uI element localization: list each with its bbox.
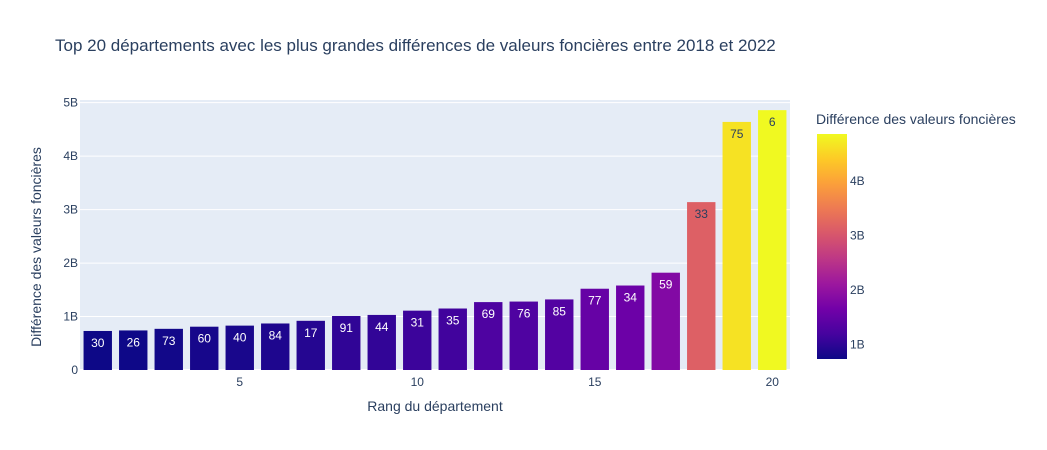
bar[interactable] [722,121,751,370]
bar-label: 85 [553,304,567,318]
bar[interactable] [403,310,432,370]
bar-label: 6 [769,115,776,129]
bar[interactable] [651,272,680,370]
y-axis-title: Différence des valeurs foncières [28,147,44,347]
y-tick-label: 5B [63,96,78,110]
bar[interactable] [190,326,219,370]
bar-label: 59 [659,278,673,292]
bar-label: 77 [588,294,602,308]
colorbar [817,134,847,359]
bar-label: 35 [446,314,460,328]
bar[interactable] [545,299,574,370]
bar[interactable] [154,328,183,370]
bar-label: 31 [411,316,425,330]
bar[interactable] [616,285,645,370]
bar[interactable] [509,301,538,370]
colorbar-tick-label: 2B [850,283,865,297]
colorbar-tick-label: 3B [850,228,865,242]
y-axis-ticks: 0 1B 2B 3B 4B 5B [63,96,78,377]
bar[interactable] [367,314,396,370]
y-tick-label: 1B [63,310,78,324]
bar-label: 33 [695,207,709,221]
bar-label: 34 [624,291,638,305]
plot-area [80,100,790,370]
y-tick-label: 0 [71,363,78,377]
y-tick-label: 3B [63,203,78,217]
colorbar-tick-label: 1B [850,337,865,351]
x-tick-label: 10 [411,375,425,389]
bar[interactable] [474,302,503,370]
x-tick-label: 5 [236,375,243,389]
bar-label: 76 [517,307,531,321]
x-tick-label: 20 [766,375,780,389]
bar[interactable] [83,330,112,370]
colorbar-title: Différence des valeurs foncières [816,111,1016,127]
chart-title: Top 20 départements avec les plus grande… [55,36,776,55]
bar[interactable] [438,308,467,370]
bar-label: 60 [198,332,212,346]
bar[interactable] [758,110,787,370]
colorbar-ticks: 1B 2B 3B 4B [850,174,865,351]
bar-label: 73 [162,334,176,348]
bar-labels: 30 26 73 60 40 84 17 91 44 31 35 69 76 85 77 34 59 33 75 6 [91,115,776,350]
y-tick-label: 4B [63,149,78,163]
bar-label: 91 [340,321,354,335]
y-tick-label: 2B [63,256,78,270]
bar-label: 26 [127,335,141,349]
bar[interactable] [687,202,716,370]
colorbar-tick-label: 4B [850,174,865,188]
bar[interactable] [296,320,325,370]
bar-label: 69 [482,307,496,321]
bar-label: 75 [730,127,744,141]
bar[interactable] [332,316,361,370]
bar-label: 30 [91,336,105,350]
bar[interactable] [580,288,609,370]
bar-label: 84 [269,328,283,342]
bar[interactable] [119,330,148,370]
x-tick-label: 15 [588,375,602,389]
x-axis-title: Rang du département [367,398,503,414]
x-axis-ticks: 5 10 15 20 [236,375,779,389]
bar-label: 44 [375,320,389,334]
bar-label: 17 [304,326,318,340]
bar[interactable] [225,325,254,370]
bar-label: 40 [233,331,247,345]
bar[interactable] [261,323,290,370]
bars [83,110,787,370]
